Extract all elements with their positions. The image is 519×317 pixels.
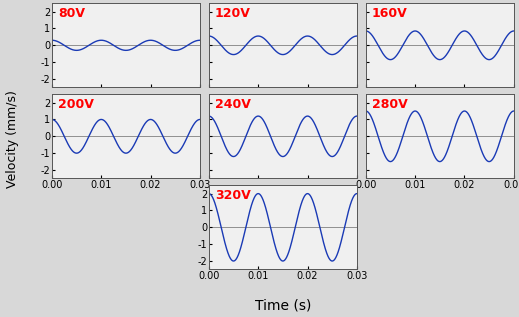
Text: 80V: 80V xyxy=(58,7,85,20)
Text: 120V: 120V xyxy=(215,7,251,20)
Text: 320V: 320V xyxy=(215,189,251,202)
Text: Velocity (mm/s): Velocity (mm/s) xyxy=(6,91,20,188)
Text: 280V: 280V xyxy=(372,98,407,111)
Text: 200V: 200V xyxy=(58,98,94,111)
Text: Time (s): Time (s) xyxy=(255,298,311,312)
Text: 160V: 160V xyxy=(372,7,407,20)
Text: 240V: 240V xyxy=(215,98,251,111)
